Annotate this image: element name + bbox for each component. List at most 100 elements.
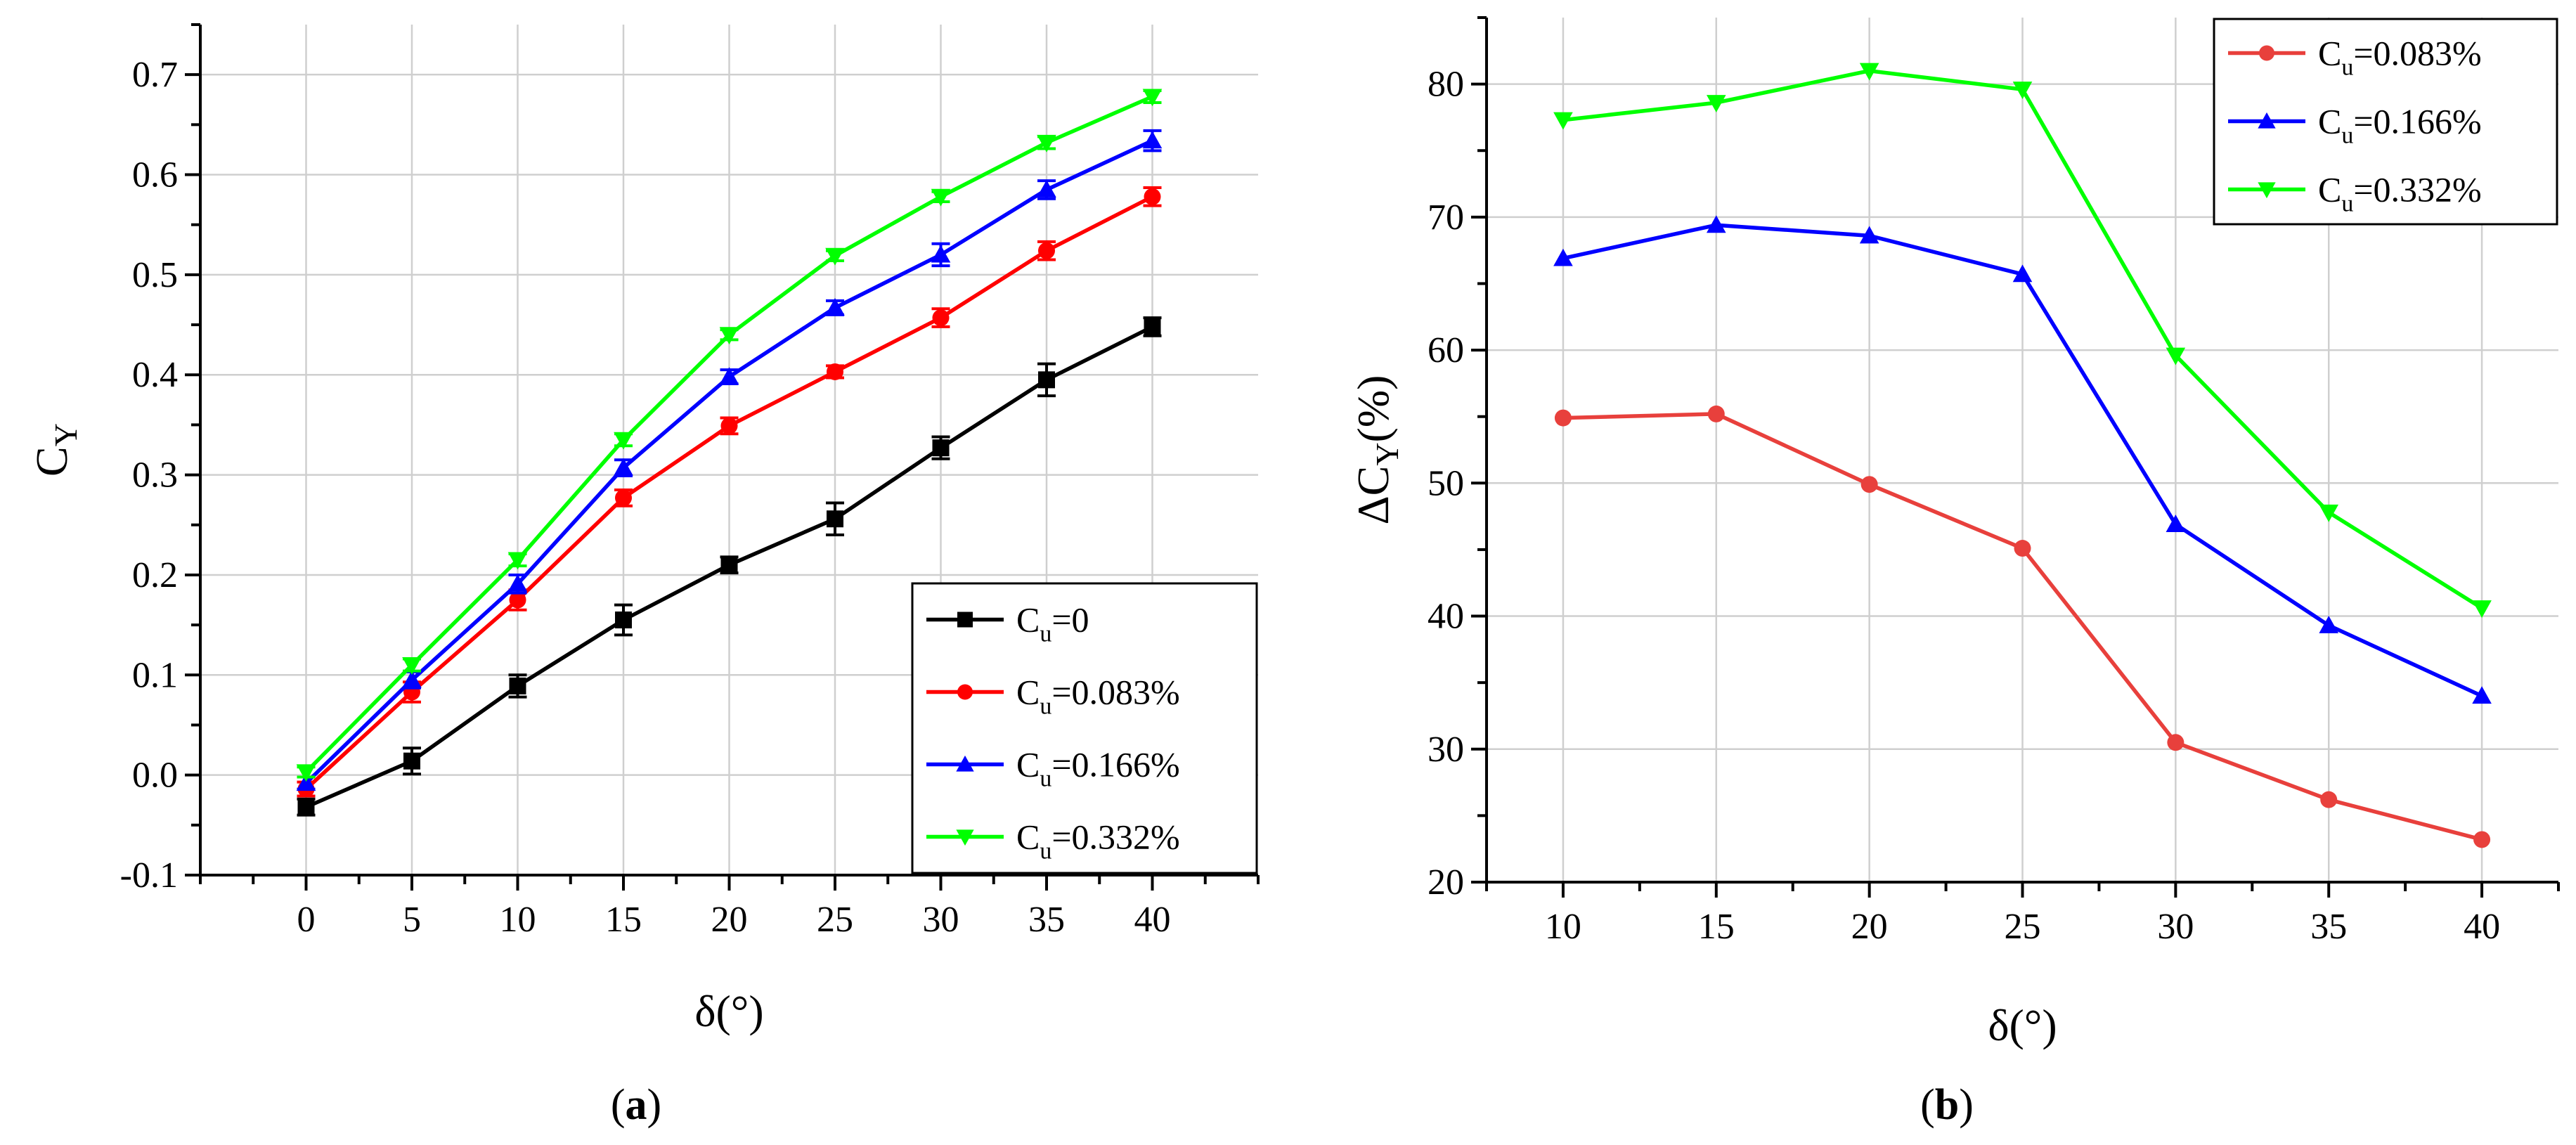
legend-marker (2259, 45, 2274, 61)
data-point (614, 458, 633, 476)
data-point (827, 510, 843, 528)
legend-marker (957, 612, 973, 628)
y-tick-label: 60 (1428, 330, 1464, 370)
legend-box (911, 582, 1258, 874)
x-tick-label: 25 (817, 900, 853, 940)
x-tick-label: 40 (1134, 900, 1171, 940)
data-point (1144, 188, 1161, 205)
legend-marker (2258, 182, 2276, 199)
legend-label: Cu=0.166% (1016, 745, 1180, 792)
y-tick-label: 0.4 (132, 355, 178, 395)
y-axis-title: ΔCY(%) (1348, 375, 1405, 524)
data-point (509, 591, 526, 609)
legend-marker (2258, 112, 2276, 129)
data-point (2012, 82, 2033, 99)
data-point (296, 773, 316, 791)
x-tick-label: 10 (500, 900, 536, 940)
legend-label: Cu=0.083% (1016, 673, 1180, 720)
data-point (931, 188, 951, 207)
data-point (2014, 540, 2031, 557)
data-point (615, 489, 632, 507)
data-point (2167, 734, 2185, 751)
data-point (296, 764, 316, 782)
y-tick-label: 0.5 (132, 255, 178, 295)
series-0.332% (296, 89, 1163, 782)
legend-marker (956, 829, 974, 846)
data-point (1142, 89, 1163, 107)
y-axis-title: CY (27, 423, 84, 477)
data-point (2319, 615, 2339, 633)
y-tick-label: 0.3 (132, 455, 178, 496)
data-point (2012, 264, 2033, 283)
data-point (1037, 134, 1056, 153)
panel-label: (b) (1920, 1081, 1974, 1129)
data-point (614, 432, 633, 450)
x-tick-label: 30 (2157, 907, 2194, 947)
series-0.083% (1554, 405, 2491, 848)
data-point (1860, 476, 1878, 493)
data-point (719, 367, 739, 385)
data-point (1142, 131, 1163, 149)
y-tick-label: 0.6 (132, 155, 178, 195)
data-point (297, 798, 315, 816)
y-tick-label: 0.0 (132, 756, 178, 796)
data-point (2166, 515, 2186, 533)
data-point (2166, 347, 2186, 366)
legend: Cu=0 Cu=0.083% Cu=0.166% Cu=0.332% (911, 582, 1258, 874)
data-point (931, 245, 951, 263)
legend-label: Cu=0.332% (2318, 170, 2482, 217)
data-point (2473, 831, 2491, 848)
data-point (932, 309, 950, 327)
legend-label: Cu=0.332% (1016, 817, 1180, 865)
legend-label: Cu=0.166% (2318, 102, 2482, 149)
y-tick-label: 80 (1428, 65, 1464, 105)
y-tick-label: 0.2 (132, 555, 178, 595)
x-tick-label: 35 (1028, 900, 1065, 940)
x-tick-label: 0 (297, 900, 316, 940)
series-0.166% (296, 129, 1163, 791)
data-point (825, 247, 845, 266)
legend-label: Cu=0.083% (2318, 34, 2482, 81)
data-point (2472, 686, 2492, 704)
x-tick-label: 25 (2005, 907, 2041, 947)
series-0 (297, 316, 1162, 817)
data-point (1859, 63, 1879, 81)
data-point (2319, 504, 2339, 522)
x-tick-label: 30 (923, 900, 959, 940)
y-tick-label: -0.1 (120, 855, 178, 895)
data-point (2320, 791, 2338, 808)
x-axis-title: δ(°) (694, 986, 763, 1036)
data-point (1707, 405, 1725, 422)
data-point (719, 327, 739, 345)
data-point (1037, 180, 1056, 198)
y-tick-label: 30 (1428, 730, 1464, 770)
data-point (1553, 112, 1573, 130)
data-point (507, 574, 528, 592)
x-axis-title: δ(°) (1988, 1000, 2057, 1050)
data-point (1859, 226, 1879, 244)
data-point (403, 752, 420, 770)
data-point (1553, 248, 1573, 266)
y-tick-label: 50 (1428, 463, 1464, 503)
y-tick-label: 70 (1428, 198, 1464, 238)
data-point (1706, 215, 1726, 233)
x-tick-label: 15 (1698, 907, 1735, 947)
data-point (720, 417, 738, 434)
legend-marker (956, 755, 974, 772)
legend-label: Cu=0 (1016, 600, 1089, 647)
x-tick-label: 15 (605, 900, 642, 940)
series-0.166% (1553, 215, 2492, 704)
data-point (507, 552, 528, 570)
x-tick-label: 5 (403, 900, 421, 940)
data-point (827, 363, 843, 380)
series-0.332% (1553, 63, 2492, 618)
y-tick-label: 0.1 (132, 655, 178, 695)
data-point (825, 298, 845, 316)
data-point (509, 677, 526, 694)
data-point (1554, 409, 1572, 427)
data-point (1038, 242, 1055, 259)
x-tick-label: 10 (1545, 907, 1581, 947)
data-point (720, 556, 738, 574)
y-tick-label: 0.7 (132, 55, 178, 95)
